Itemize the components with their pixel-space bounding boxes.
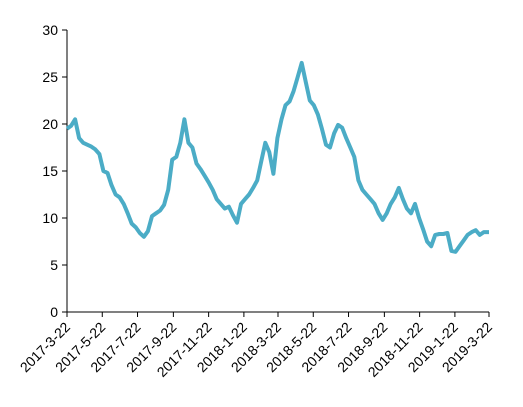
y-tick-label: 0 (50, 304, 58, 320)
series-layer (65, 60, 489, 254)
y-tick-label: 30 (42, 22, 58, 38)
y-tick-label: 20 (42, 116, 58, 132)
y-tick-label: 10 (42, 210, 58, 226)
y-axis: 0 5 10 15 20 25 30 (42, 22, 68, 320)
y-tick-label: 25 (42, 69, 58, 85)
x-axis: 2017-3-222017-5-222017-7-222017-9-222017… (17, 311, 495, 380)
y-tick-label: 5 (50, 257, 58, 273)
y-tick-label: 15 (42, 163, 58, 179)
series-line (65, 60, 489, 254)
